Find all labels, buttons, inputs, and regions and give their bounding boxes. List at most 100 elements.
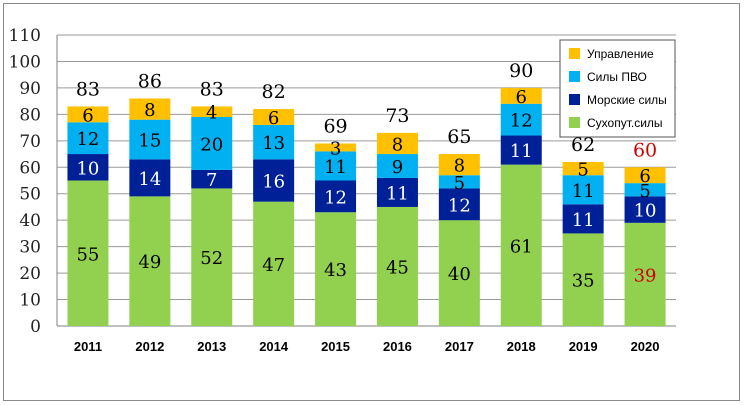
total-label: 65 <box>447 126 471 148</box>
data-label: 43 <box>324 260 347 281</box>
legend-swatch <box>569 48 580 59</box>
legend-swatch <box>569 117 580 128</box>
data-label: 10 <box>634 201 657 222</box>
bar-segment <box>500 103 542 136</box>
data-label: 4 <box>206 103 217 124</box>
x-tick-label: 2015 <box>321 339 350 354</box>
bar-segment <box>67 180 109 326</box>
data-label: 52 <box>200 248 223 269</box>
x-tick-label: 2013 <box>197 339 226 354</box>
data-label: 6 <box>639 166 650 187</box>
data-label: 11 <box>572 210 595 231</box>
data-label: 11 <box>386 183 409 204</box>
data-label: 20 <box>200 134 223 155</box>
data-label: 9 <box>392 157 403 178</box>
bar-segment <box>253 109 295 125</box>
bar-segment <box>438 188 480 221</box>
bar-segment <box>129 196 171 326</box>
total-label: 83 <box>76 78 100 100</box>
data-label: 7 <box>206 170 217 191</box>
y-tick-label: 80 <box>19 105 41 125</box>
bar-segment <box>624 167 666 184</box>
legend-swatch <box>569 94 580 105</box>
bar-segment <box>562 233 604 326</box>
bar-segment <box>315 151 357 181</box>
legend-label: Морские силы <box>587 93 667 107</box>
bar-segment <box>129 119 171 160</box>
bar-segment <box>315 212 357 326</box>
data-label: 10 <box>76 158 99 179</box>
bar-segment <box>438 154 480 176</box>
bar-segment <box>253 201 295 326</box>
data-label: 6 <box>516 87 527 108</box>
bar-segment <box>624 222 666 326</box>
y-tick-label: 50 <box>19 185 41 205</box>
data-label: 3 <box>330 138 341 159</box>
data-label: 8 <box>392 134 403 155</box>
y-tick-label: 10 <box>19 291 41 311</box>
bar-segment <box>624 196 666 223</box>
data-label: 61 <box>510 236 533 257</box>
y-tick-label: 90 <box>19 79 41 99</box>
total-label: 73 <box>385 105 409 127</box>
x-tick-label: 2017 <box>445 339 474 354</box>
bar-segment <box>376 132 418 155</box>
y-tick-label: 0 <box>30 317 41 337</box>
bar-segment <box>376 154 418 178</box>
data-label: 8 <box>144 100 155 121</box>
data-label: 16 <box>262 172 285 193</box>
total-label: 60 <box>633 139 657 161</box>
bar-segment <box>500 135 542 165</box>
data-label: 35 <box>572 271 595 292</box>
data-label: 12 <box>510 111 533 132</box>
data-label: 12 <box>324 187 347 208</box>
y-tick-label: 110 <box>9 26 41 46</box>
data-label: 6 <box>82 105 93 126</box>
data-label: 40 <box>448 264 471 285</box>
x-tick-label: 2012 <box>135 339 164 354</box>
bar-segment <box>191 106 233 118</box>
x-tick-label: 2019 <box>569 339 598 354</box>
y-tick-label: 40 <box>19 211 41 231</box>
data-label: 45 <box>386 257 409 278</box>
y-tick-label: 70 <box>19 132 41 152</box>
x-tick-label: 2020 <box>631 339 660 354</box>
data-label: 12 <box>76 129 99 150</box>
data-label: 5 <box>454 173 465 194</box>
bar-segment <box>191 117 233 170</box>
x-tick-label: 2018 <box>507 339 536 354</box>
bar-segment <box>438 175 480 189</box>
bar-segment <box>191 169 233 189</box>
legend-label: Силы ПВО <box>587 70 647 84</box>
bar-segment <box>315 180 357 213</box>
bar-segment <box>562 175 604 205</box>
data-label: 6 <box>268 108 279 129</box>
data-label: 5 <box>577 160 588 181</box>
bar-segment <box>129 98 171 120</box>
y-tick-label: 60 <box>19 158 41 178</box>
x-tick-label: 2011 <box>74 339 102 354</box>
data-label: 5 <box>639 181 650 202</box>
total-label: 69 <box>323 115 347 137</box>
total-label: 62 <box>571 134 595 156</box>
total-label: 83 <box>200 78 224 100</box>
bar-segment <box>376 177 418 207</box>
x-tick-label: 2016 <box>383 339 412 354</box>
data-label: 15 <box>138 130 161 151</box>
data-label: 11 <box>510 141 533 162</box>
legend-label: Сухопут.силы <box>587 116 663 130</box>
y-tick-label: 20 <box>19 264 41 284</box>
bar-segment <box>562 204 604 234</box>
data-label: 8 <box>454 156 465 177</box>
data-label: 47 <box>262 255 285 276</box>
bar-segment <box>500 164 542 326</box>
data-label: 55 <box>76 244 99 265</box>
bar-segment <box>253 159 295 202</box>
data-label: 39 <box>634 265 657 286</box>
bar-segment <box>315 143 357 152</box>
y-tick-label: 100 <box>9 52 41 72</box>
data-label: 11 <box>572 181 595 202</box>
bar-segment <box>376 206 418 326</box>
bar-segment <box>67 122 109 155</box>
